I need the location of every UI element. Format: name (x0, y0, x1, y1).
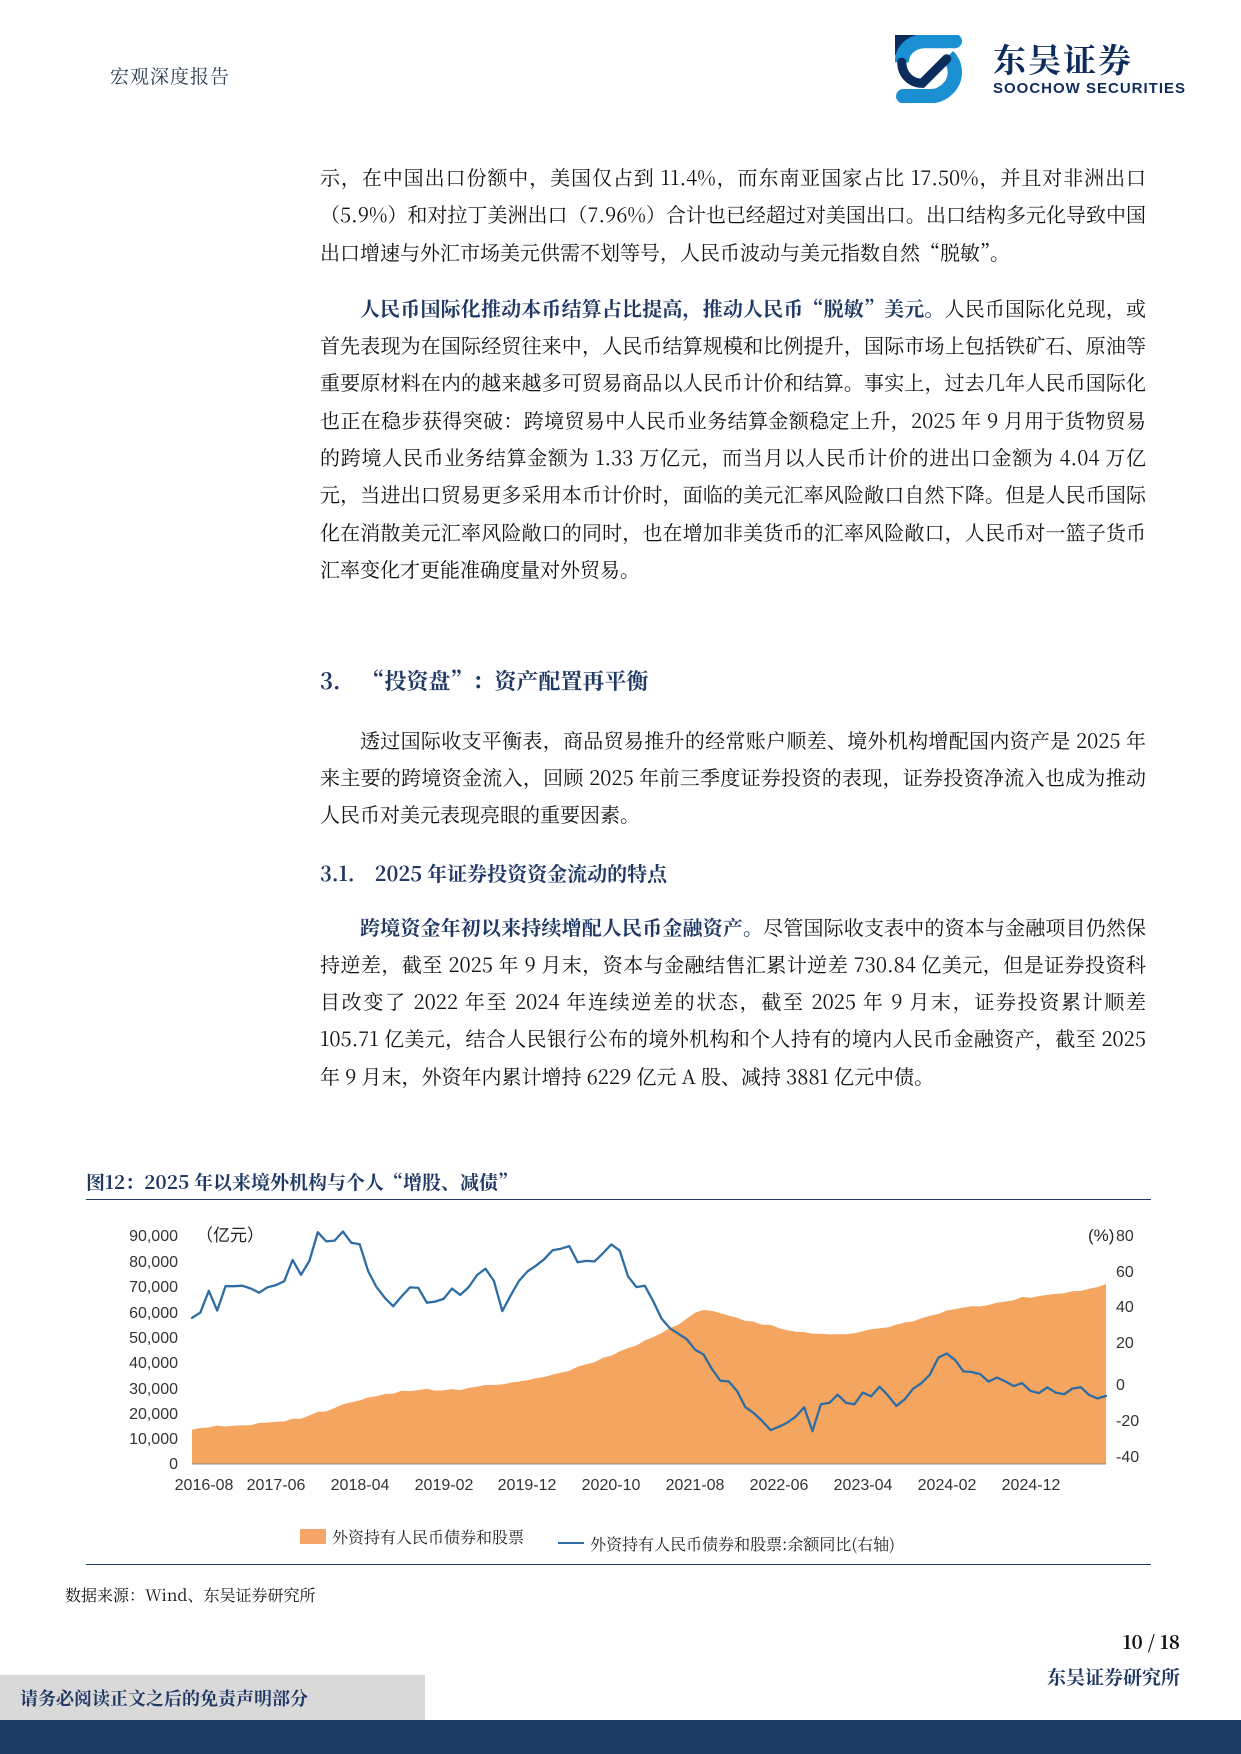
svg-text:20,000: 20,000 (129, 1406, 178, 1423)
svg-text:（亿元）: （亿元） (196, 1226, 264, 1245)
svg-text:-40: -40 (1116, 1449, 1139, 1466)
svg-text:2023-04: 2023-04 (834, 1477, 893, 1494)
svg-text:80: 80 (1116, 1228, 1134, 1245)
svg-text:60: 60 (1116, 1264, 1134, 1281)
svg-text:2019-02: 2019-02 (415, 1477, 474, 1494)
svg-text:30,000: 30,000 (129, 1381, 178, 1398)
svg-text:40,000: 40,000 (129, 1355, 178, 1372)
svg-text:50,000: 50,000 (129, 1330, 178, 1347)
svg-text:-20: -20 (1116, 1413, 1139, 1430)
svg-text:2019-12: 2019-12 (498, 1477, 557, 1494)
svg-text:40: 40 (1116, 1299, 1134, 1316)
svg-text:2020-10: 2020-10 (582, 1477, 641, 1494)
svg-text:2024-12: 2024-12 (1002, 1477, 1061, 1494)
svg-text:10,000: 10,000 (129, 1431, 178, 1448)
svg-text:60,000: 60,000 (129, 1305, 178, 1322)
svg-text:2018-04: 2018-04 (331, 1477, 390, 1494)
svg-text:2021-08: 2021-08 (666, 1477, 725, 1494)
svg-text:20: 20 (1116, 1335, 1134, 1352)
svg-text:2017-06: 2017-06 (247, 1477, 306, 1494)
svg-text:2016-08: 2016-08 (175, 1477, 234, 1494)
svg-text:90,000: 90,000 (129, 1228, 178, 1245)
svg-text:0: 0 (1116, 1377, 1125, 1394)
svg-text:80,000: 80,000 (129, 1254, 178, 1271)
svg-text:(%): (%) (1088, 1226, 1114, 1245)
svg-text:0: 0 (169, 1456, 178, 1473)
svg-text:2024-02: 2024-02 (918, 1477, 977, 1494)
svg-text:70,000: 70,000 (129, 1279, 178, 1296)
svg-text:2022-06: 2022-06 (750, 1477, 809, 1494)
